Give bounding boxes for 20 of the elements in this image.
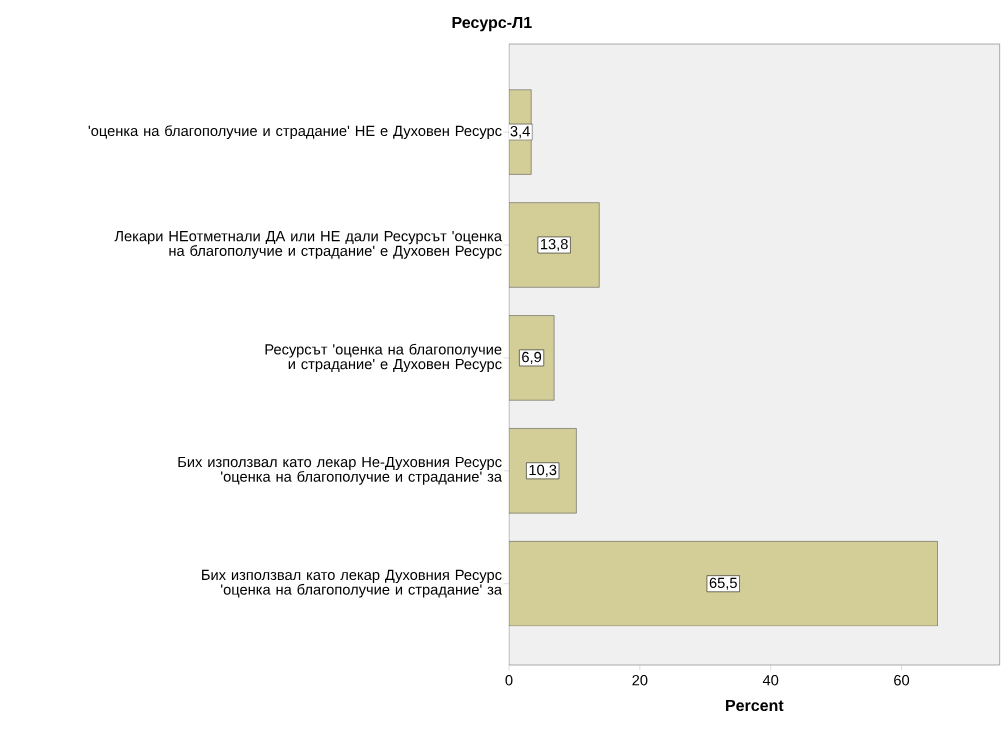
data-label: 13,8: [540, 238, 568, 252]
bar: [509, 315, 555, 401]
x-tick-label: 60: [894, 675, 910, 686]
y-tick-label: Бих използвал като лекар Духовния Ресурс 'оценка на благополучие и страдание' за: [202, 569, 503, 598]
y-tick-label: Ресурсът 'оценка на благополучие и страдание' е Духовен Ресурс: [265, 343, 502, 373]
x-axis-title: Percent: [726, 699, 784, 712]
y-tick-label: 'оценка на благополучие и страдание' НЕ е Духовен Ресурс: [88, 125, 502, 139]
x-tick-label: 20: [632, 675, 648, 686]
x-tick-label: 40: [762, 675, 779, 686]
y-tick-label: Лекари НЕотметнали ДА или НЕ дали Ресурсът 'оценка на благополучие и страдание' е Духовен Ресурс: [114, 231, 503, 259]
y-tick-label: Бих използвал като лекар Не-Духовния Ресурс 'оценка на благополучие и страдание' за: [178, 456, 503, 485]
chart-title: Ресурс-Л1: [452, 16, 532, 32]
x-tick-label: 0: [505, 675, 513, 686]
data-label: 3,4: [510, 126, 530, 139]
data-label: 65,5: [709, 577, 737, 590]
data-label: 6,9: [522, 351, 542, 364]
data-label: 10,3: [529, 464, 557, 477]
bar: [509, 428, 577, 514]
bar: [509, 202, 600, 288]
bar: [509, 541, 938, 627]
